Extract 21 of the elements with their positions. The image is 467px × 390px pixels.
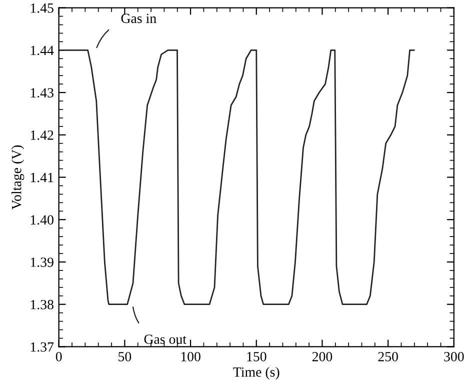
x-tick-label: 150 [247, 352, 266, 362]
line-series [58, 49, 415, 306]
y-tick-label: 1.44 [30, 46, 54, 56]
y-tick-label: 1.39 [30, 258, 54, 267]
x-tick-label: 200 [312, 352, 332, 362]
x-tick-label: 0 [56, 352, 62, 362]
x-tick-label: 50 [118, 352, 132, 362]
y-axis-title: Voltage (V) [11, 145, 24, 210]
y-tick-label: 1.40 [30, 215, 54, 225]
x-tick-label: 250 [378, 352, 398, 362]
x-tick-label: 100 [181, 352, 200, 362]
x-tick-label: 300 [444, 352, 464, 362]
y-tick-label: 1.42 [30, 130, 54, 140]
annotation: Gas out [144, 334, 186, 344]
y-tick-label: 1.45 [30, 3, 54, 13]
y-tick-label: 1.38 [30, 300, 54, 310]
y-tick-label: 1.41 [30, 172, 54, 182]
annotation: Gas in [121, 14, 156, 24]
y-tick-label: 1.37 [30, 342, 54, 352]
x-axis-title: Time (s) [233, 366, 280, 380]
y-tick-label: 1.43 [30, 88, 54, 98]
